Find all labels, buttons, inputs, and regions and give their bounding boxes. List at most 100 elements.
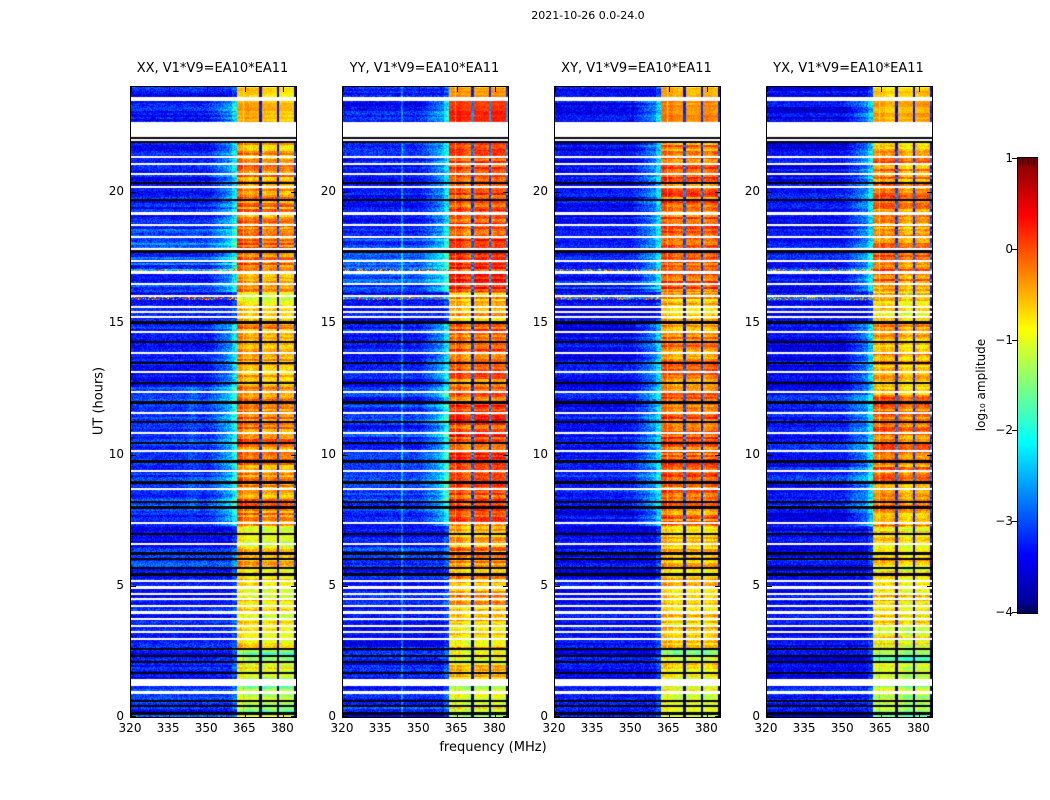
y-tick: [503, 585, 508, 587]
y-tick-label: 20: [744, 184, 760, 198]
colorbar-tick-label: −4: [995, 605, 1013, 619]
x-tick: [457, 87, 459, 92]
colorbar-gradient: [1018, 158, 1037, 613]
y-tick: [927, 323, 932, 325]
y-tick: [503, 192, 508, 193]
x-tick: [495, 712, 497, 717]
x-tick: [419, 87, 421, 92]
x-tick-label: 380: [694, 721, 718, 735]
y-tick-label: 5: [540, 577, 548, 592]
panel-title-xy: XY, V1*V9=EA10*EA11: [561, 61, 712, 76]
y-tick-label: 10: [320, 446, 336, 461]
x-tick: [495, 87, 497, 92]
colorbar-tick: [1012, 521, 1017, 523]
panel-title-xx: XX, V1*V9=EA10*EA11: [136, 61, 289, 76]
y-tick-label: 5: [752, 577, 760, 592]
x-tick: [283, 87, 285, 92]
y-tick-label: 0: [540, 709, 548, 723]
x-tick: [593, 87, 595, 92]
x-tick-label: 350: [618, 721, 642, 735]
y-tick-label: 20: [108, 184, 124, 198]
x-tick: [283, 712, 285, 717]
x-tick: [457, 712, 459, 717]
y-tick-label: 15: [320, 315, 336, 330]
panel-title-yx: YX, V1*V9=EA10*EA11: [773, 61, 924, 76]
y-tick-label: 15: [532, 315, 548, 330]
panel-xx: [130, 86, 297, 718]
y-tick-label: 10: [744, 446, 760, 461]
y-tick: [715, 585, 720, 587]
x-tick: [207, 87, 209, 92]
y-tick: [131, 585, 136, 587]
y-tick: [131, 192, 136, 193]
x-tick: [343, 87, 344, 92]
x-tick-label: 335: [580, 721, 604, 735]
x-tick: [767, 712, 768, 717]
x-tick: [555, 712, 556, 717]
x-tick-label: 365: [656, 721, 680, 735]
x-tick-label: 380: [906, 721, 930, 735]
panel-yy: [342, 86, 509, 718]
x-tick: [131, 712, 132, 717]
x-tick: [381, 87, 383, 92]
y-tick: [927, 454, 932, 456]
y-tick-label: 15: [744, 315, 760, 330]
y-tick: [291, 585, 296, 587]
y-tick: [715, 323, 720, 325]
y-tick: [715, 454, 720, 456]
panel-yx: [766, 86, 933, 718]
x-tick: [805, 87, 807, 92]
y-axis-label: UT (hours): [91, 366, 107, 436]
y-tick-label: 5: [116, 577, 124, 592]
figure-title: 2021-10-26 0.0-24.0: [531, 9, 645, 22]
x-tick-label: 380: [482, 721, 506, 735]
x-tick-label: 320: [542, 721, 566, 735]
x-tick: [555, 87, 556, 92]
x-tick: [169, 87, 171, 92]
x-tick-label: 365: [444, 721, 468, 735]
colorbar-tick-label: 0: [1005, 241, 1013, 256]
x-tick: [707, 87, 709, 92]
y-tick: [343, 192, 348, 193]
x-tick: [207, 712, 209, 717]
y-tick-label: 5: [328, 577, 336, 592]
y-tick: [555, 454, 560, 456]
y-tick: [503, 716, 508, 717]
x-tick-label: 380: [270, 721, 294, 735]
spectrogram-canvas-yx: [767, 87, 932, 717]
x-tick-label: 320: [754, 721, 778, 735]
y-tick: [767, 716, 772, 717]
y-tick: [503, 323, 508, 325]
x-tick-label: 335: [792, 721, 816, 735]
y-tick: [927, 585, 932, 587]
y-tick-label: 0: [116, 709, 124, 723]
x-tick-label: 350: [830, 721, 854, 735]
y-tick-label: 15: [108, 315, 124, 330]
x-tick: [419, 712, 421, 717]
spectrogram-canvas-yy: [343, 87, 508, 717]
y-tick: [343, 716, 348, 717]
y-tick: [715, 716, 720, 717]
colorbar-tick-label: −2: [995, 423, 1013, 438]
y-tick: [927, 192, 932, 193]
colorbar-tick: [1012, 612, 1017, 613]
y-tick: [767, 585, 772, 587]
y-tick: [555, 585, 560, 587]
y-tick-label: 10: [532, 446, 548, 461]
x-tick: [131, 87, 132, 92]
y-tick: [927, 716, 932, 717]
y-tick: [343, 323, 348, 325]
x-tick: [767, 87, 768, 92]
colorbar-tick-label: −3: [995, 514, 1013, 529]
x-tick-label: 365: [232, 721, 256, 735]
colorbar-tick: [1012, 248, 1017, 250]
panel-xy: [554, 86, 721, 718]
y-tick: [343, 585, 348, 587]
y-tick-label: 20: [532, 184, 548, 198]
colorbar: [1017, 157, 1038, 614]
colorbar-tick: [1012, 339, 1017, 341]
x-tick: [919, 712, 921, 717]
y-tick: [555, 192, 560, 193]
x-tick: [843, 87, 845, 92]
